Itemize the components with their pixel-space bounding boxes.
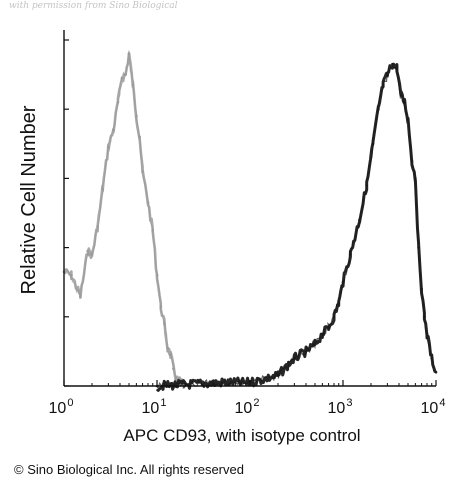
data-point — [124, 73, 127, 76]
data-point — [86, 249, 89, 253]
data-point — [172, 367, 175, 371]
data-point — [423, 315, 426, 319]
data-point — [90, 253, 94, 256]
data-point — [116, 101, 120, 104]
y-axis-label: Relative Cell Number — [18, 105, 40, 294]
data-point — [146, 201, 150, 204]
series-texture — [64, 50, 186, 390]
data-point — [425, 332, 429, 336]
data-point — [276, 374, 280, 377]
data-point — [434, 370, 438, 374]
data-point — [120, 76, 124, 80]
x-tick-label: 102 — [235, 397, 260, 417]
copyright-text: © Sino Biological Inc. All rights reserv… — [14, 462, 244, 477]
data-point — [386, 73, 389, 76]
data-point — [293, 357, 296, 360]
data-point — [420, 287, 423, 291]
data-point — [430, 357, 434, 360]
data-point — [70, 274, 73, 277]
data-point — [371, 142, 375, 146]
data-point — [381, 83, 385, 87]
data-point — [138, 135, 141, 139]
ticks: 100 101 102 103 104 — [49, 39, 446, 417]
data-point — [327, 325, 330, 329]
data-point — [141, 170, 144, 173]
x-tick-label: 101 — [142, 397, 167, 417]
data-point — [112, 128, 115, 132]
data-point — [159, 305, 163, 308]
data-point — [399, 94, 403, 97]
data-point — [410, 159, 414, 163]
data-point — [414, 177, 417, 180]
series-trace — [155, 62, 437, 392]
data-point — [174, 377, 178, 381]
data-point — [96, 225, 99, 229]
data-point — [321, 332, 324, 336]
data-point — [395, 66, 399, 69]
data-point — [163, 322, 166, 326]
data-point — [349, 253, 352, 256]
x-axis-label: APC CD93, with isotype control — [123, 426, 360, 445]
data-point — [169, 353, 172, 357]
data-point — [101, 187, 104, 191]
data-point — [155, 274, 159, 277]
data-point — [131, 83, 135, 87]
data-point — [341, 280, 345, 284]
data-point — [417, 246, 420, 249]
data-point — [151, 229, 154, 232]
data-point — [107, 146, 110, 149]
data-point — [127, 52, 131, 56]
series-texture — [156, 63, 436, 390]
x-tick-label: 103 — [328, 397, 353, 417]
data-point — [166, 346, 169, 350]
data-point — [79, 294, 82, 298]
data-point — [313, 343, 317, 346]
data-point — [391, 62, 394, 66]
watermark-text: with permission from Sino Biological — [9, 1, 178, 11]
data-point — [377, 107, 380, 111]
data-point — [220, 381, 224, 384]
series-layer — [62, 50, 438, 392]
data-point — [304, 350, 308, 353]
x-tick-label: 100 — [49, 397, 74, 417]
series-1 — [62, 50, 187, 390]
data-point — [358, 218, 361, 222]
data-point — [365, 184, 369, 187]
data-point — [403, 101, 406, 104]
data-point — [337, 301, 341, 305]
series-2 — [155, 62, 438, 392]
data-point — [406, 118, 410, 121]
data-point — [332, 315, 336, 319]
x-tick-label: 104 — [421, 397, 446, 417]
data-point — [135, 114, 138, 118]
